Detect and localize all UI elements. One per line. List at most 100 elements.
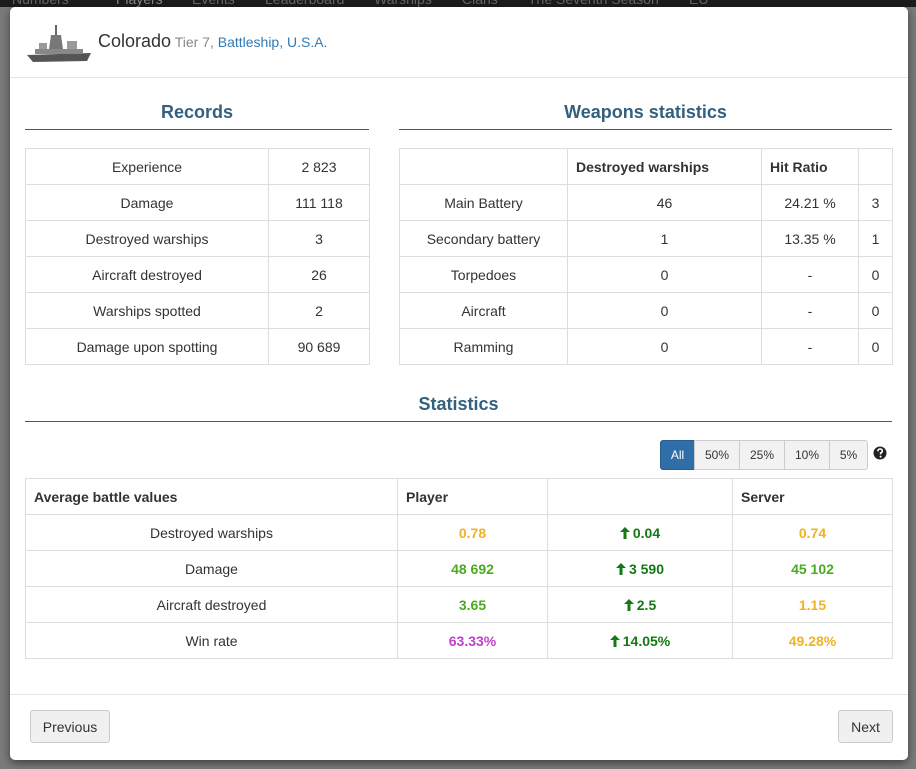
weapon-value: 3 <box>858 184 893 221</box>
records-row: Damage upon spotting 90 689 <box>25 328 370 365</box>
nav-item: Numbers <box>12 0 69 7</box>
nav-item: Leaderboard <box>265 0 344 7</box>
nav-item: Players <box>116 0 163 7</box>
header-cell <box>399 148 568 185</box>
modal-title: Colorado Tier 7, Battleship, U.S.A. <box>98 31 327 52</box>
statistics-row: Damage 48 692 3 590 45 102 <box>25 550 893 587</box>
filter-button[interactable]: All <box>660 440 695 470</box>
nav-item: Events <box>192 0 235 7</box>
filter-button[interactable]: 50% <box>694 440 740 470</box>
difference-cell: 2.5 <box>547 586 733 623</box>
record-label: Destroyed warships <box>25 220 269 257</box>
statistics-title: Statistics <box>25 394 892 422</box>
record-label: Damage upon spotting <box>25 328 269 365</box>
record-value: 90 689 <box>268 328 370 365</box>
ship-image <box>27 25 91 62</box>
player-value: 3.65 <box>397 586 548 623</box>
filter-button[interactable]: 25% <box>739 440 785 470</box>
record-label: Damage <box>25 184 269 221</box>
records-row: Destroyed warships 3 <box>25 220 370 257</box>
statistics-row: Win rate 63.33% 14.05% 49.28% <box>25 622 893 659</box>
up-arrow <box>615 562 626 575</box>
weapons-row: Secondary battery 1 13.35 % 1 <box>399 220 893 257</box>
weapons-table: Destroyed warships Hit Ratio Main Battery 4… <box>399 148 893 365</box>
navbar <box>0 0 916 7</box>
weapons-row: Ramming 0-0 <box>399 328 893 365</box>
player-value: 63.33% <box>397 622 548 659</box>
header-cell <box>547 478 733 515</box>
up-arrow <box>623 598 634 611</box>
record-value: 26 <box>268 256 370 293</box>
weapon-value: 13.35 % <box>761 220 859 257</box>
help-icon[interactable] <box>873 446 887 460</box>
weapon-value: 46 <box>567 184 762 221</box>
weapons-row: Main Battery 46 24.21 % 3 <box>399 184 893 221</box>
header-cell <box>858 148 893 185</box>
stat-label: Aircraft destroyed <box>25 586 398 623</box>
header-cell: Player <box>397 478 548 515</box>
modal: Colorado Tier 7, Battleship, U.S.A. Reco… <box>10 7 908 760</box>
weapon-value: 0 <box>567 328 762 365</box>
ship-tier: Tier 7, <box>174 34 214 50</box>
record-value: 3 <box>268 220 370 257</box>
record-value: 111 118 <box>268 184 370 221</box>
header-cell: Server <box>732 478 893 515</box>
previous-button[interactable]: Previous <box>30 710 110 743</box>
difference-cell: 3 590 <box>547 550 733 587</box>
weapon-label: Aircraft <box>399 292 568 329</box>
next-button[interactable]: Next <box>838 710 893 743</box>
records-row: Aircraft destroyed 26 <box>25 256 370 293</box>
weapon-value: - <box>761 328 859 365</box>
weapon-label: Torpedoes <box>399 256 568 293</box>
filter-button[interactable]: 10% <box>784 440 830 470</box>
record-label: Experience <box>25 148 269 185</box>
stat-label: Damage <box>25 550 398 587</box>
weapon-value: - <box>761 292 859 329</box>
ship-name: Colorado <box>98 31 172 51</box>
statistics-header: Average battle values Player Server <box>25 478 893 515</box>
weapon-value: 0 <box>858 256 893 293</box>
difference-value: 0.04 <box>632 524 661 541</box>
header-cell: Destroyed warships <box>567 148 762 185</box>
difference-value: 2.5 <box>636 596 657 613</box>
weapon-value: - <box>761 256 859 293</box>
nav-item: Warships <box>374 0 432 7</box>
footer-divider <box>10 694 908 695</box>
records-row: Damage 111 118 <box>25 184 370 221</box>
nav-item: The Seventh Season <box>528 0 659 7</box>
weapon-value: 0 <box>858 292 893 329</box>
records-table: Experience 2 823 Damage 111 118 Destroyed wa… <box>25 148 370 365</box>
difference-cell: 14.05% <box>547 622 733 659</box>
player-value: 48 692 <box>397 550 548 587</box>
server-value: 1.15 <box>732 586 893 623</box>
records-row: Warships spotted 2 <box>25 292 370 329</box>
difference-cell: 0.04 <box>547 514 733 551</box>
filter-button[interactable]: 5% <box>829 440 868 470</box>
statistics-row: Destroyed warships 0.78 0.04 0.74 <box>25 514 893 551</box>
record-label: Aircraft destroyed <box>25 256 269 293</box>
weapon-label: Main Battery <box>399 184 568 221</box>
record-value: 2 <box>268 292 370 329</box>
weapon-label: Secondary battery <box>399 220 568 257</box>
header-divider <box>10 77 908 78</box>
difference-value: 3 590 <box>628 560 665 577</box>
records-row: Experience 2 823 <box>25 148 370 185</box>
ship-class-link[interactable]: Battleship, U.S.A. <box>217 34 328 50</box>
record-label: Warships spotted <box>25 292 269 329</box>
stat-label: Win rate <box>25 622 398 659</box>
records-title: Records <box>25 102 369 130</box>
weapon-value: 0 <box>858 328 893 365</box>
weapons-row: Torpedoes 0-0 <box>399 256 893 293</box>
up-arrow <box>619 526 630 539</box>
server-value: 45 102 <box>732 550 893 587</box>
statistics-row: Aircraft destroyed 3.65 2.5 1.15 <box>25 586 893 623</box>
server-value: 0.74 <box>732 514 893 551</box>
weapon-value: 1 <box>567 220 762 257</box>
stat-label: Destroyed warships <box>25 514 398 551</box>
weapons-header: Destroyed warships Hit Ratio <box>399 148 893 185</box>
weapon-value: 24.21 % <box>761 184 859 221</box>
difference-value: 14.05% <box>622 632 671 649</box>
statistics-table: Average battle values Player Server Destroy… <box>25 478 893 659</box>
weapon-value: 1 <box>858 220 893 257</box>
